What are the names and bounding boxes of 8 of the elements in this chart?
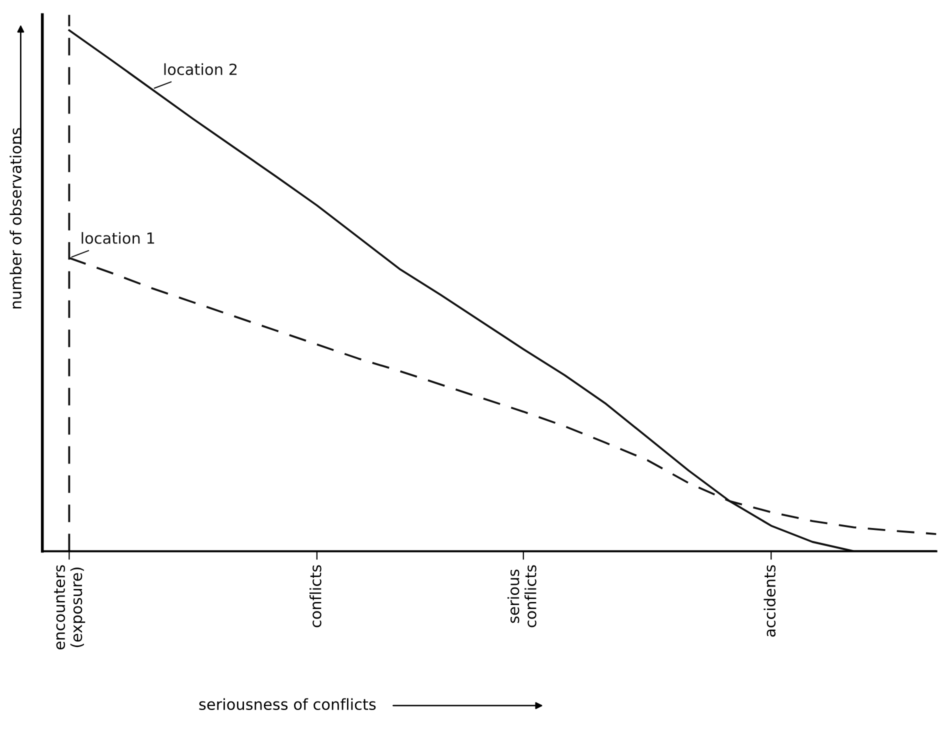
x-axis-title: seriousness of conflicts — [199, 698, 376, 710]
x-tick-label: conflicts — [310, 565, 322, 628]
series-label: location 1 — [82, 232, 154, 244]
x-tick-label: encounters (exposure) — [54, 565, 86, 650]
x-tick-label: accidents — [764, 565, 776, 637]
x-tick-label: serious conflicts — [507, 565, 536, 628]
y-axis-title: number of observations — [10, 128, 22, 308]
series-label: location 2 — [164, 63, 237, 76]
